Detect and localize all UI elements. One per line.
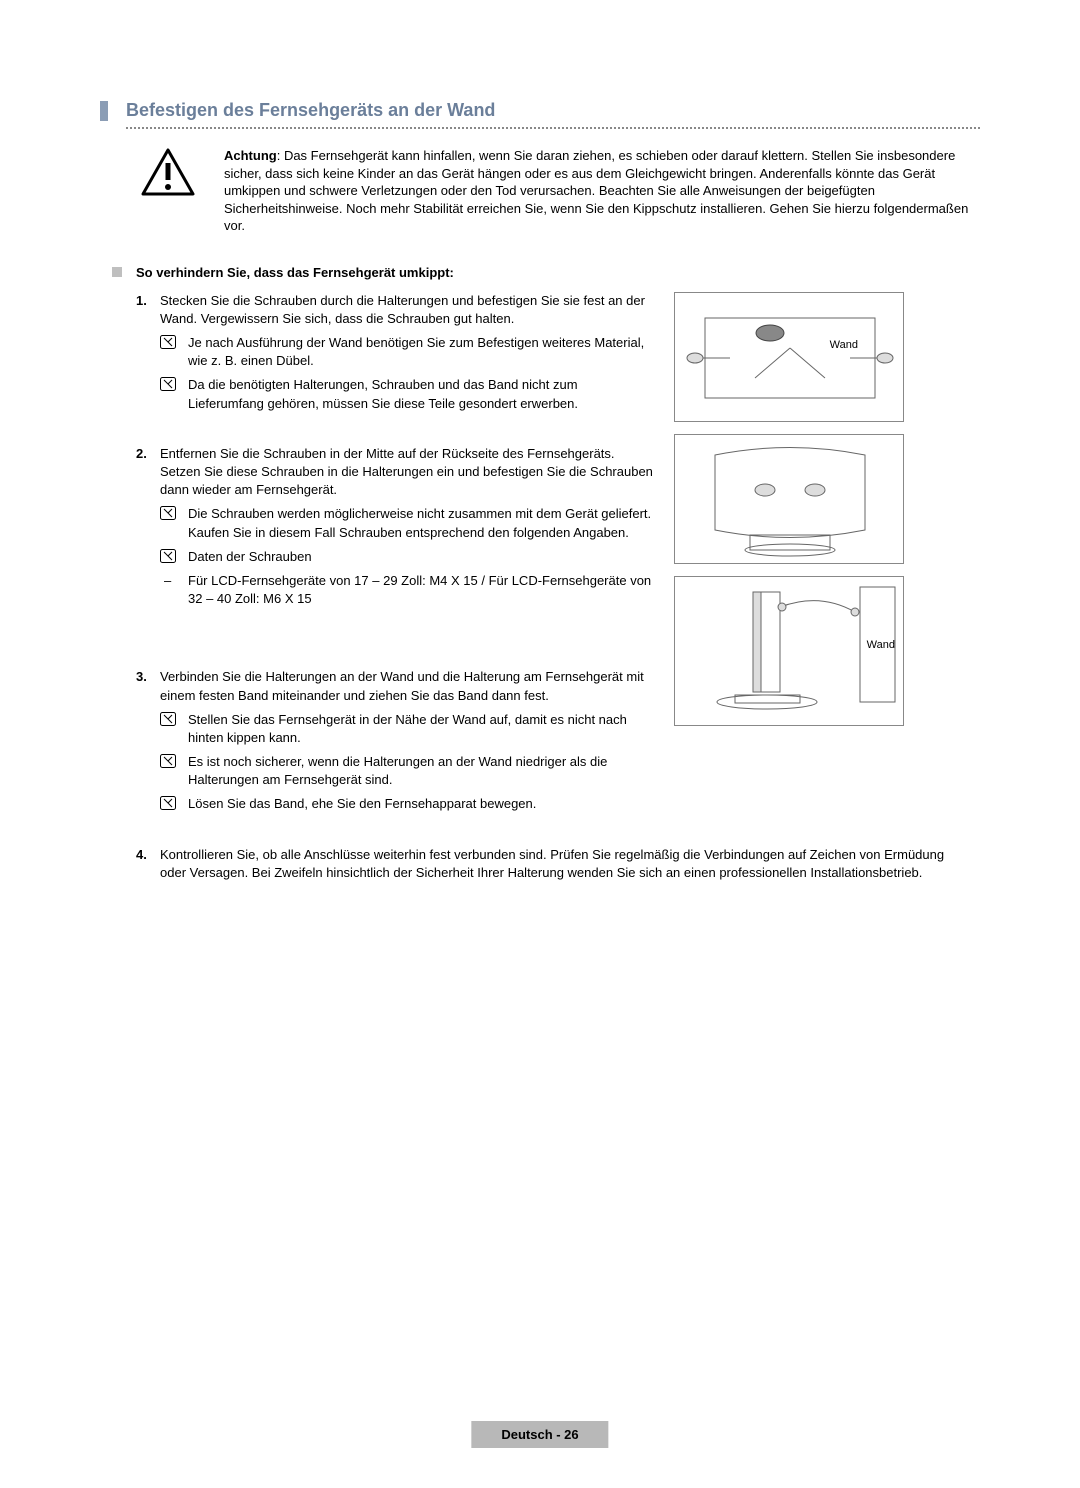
note-icon bbox=[160, 377, 176, 391]
divider bbox=[126, 127, 980, 129]
note-icon bbox=[160, 549, 176, 563]
step-3-text: Verbinden Sie die Halterungen an der Wan… bbox=[160, 669, 644, 702]
step-3-note-3: Lösen Sie das Band, ehe Sie den Fernseha… bbox=[160, 795, 656, 813]
step-2-note-2: Daten der Schrauben bbox=[160, 548, 656, 566]
figures-column: Wand Wand bbox=[674, 292, 904, 726]
step-1: Stecken Sie die Schrauben durch die Halt… bbox=[136, 292, 656, 413]
title-text: Befestigen des Fernsehgeräts an der Wand bbox=[126, 100, 495, 121]
content-row: Stecken Sie die Schrauben durch die Halt… bbox=[136, 292, 980, 846]
subheading: So verhindern Sie, dass das Fernsehgerät… bbox=[136, 265, 454, 280]
section-title: Befestigen des Fernsehgeräts an der Wand bbox=[100, 100, 980, 121]
step-1-note-1: Je nach Ausführung der Wand benötigen Si… bbox=[160, 334, 656, 370]
note-icon bbox=[160, 712, 176, 726]
step-1-text: Stecken Sie die Schrauben durch die Halt… bbox=[160, 293, 645, 326]
subheading-row: So verhindern Sie, dass das Fernsehgerät… bbox=[112, 265, 980, 280]
step-2-text: Entfernen Sie die Schrauben in der Mitte… bbox=[160, 446, 653, 497]
step-1-note-2: Da die benötigten Halterungen, Schrauben… bbox=[160, 376, 656, 412]
warning-icon bbox=[140, 147, 196, 197]
figure-3: Wand bbox=[674, 576, 904, 726]
warning-body: : Das Fernsehgerät kann hinfallen, wenn … bbox=[224, 148, 968, 233]
note-icon bbox=[160, 335, 176, 349]
step-2: Entfernen Sie die Schrauben in der Mitte… bbox=[136, 445, 656, 609]
step-3-note-1: Stellen Sie das Fernsehgerät in der Nähe… bbox=[160, 711, 656, 747]
title-bar bbox=[100, 101, 108, 121]
wand-label-1: Wand bbox=[830, 339, 858, 351]
step-2-note-1: Die Schrauben werden möglicherweise nich… bbox=[160, 505, 656, 541]
step-3-note-2: Es ist noch sicherer, wenn die Halterung… bbox=[160, 753, 656, 789]
warning-label: Achtung bbox=[224, 148, 277, 163]
bullet-square bbox=[112, 267, 122, 277]
warning-text: Achtung: Das Fernsehgerät kann hinfallen… bbox=[224, 147, 980, 235]
step-4: Kontrollieren Sie, ob alle Anschlüsse we… bbox=[136, 846, 956, 882]
figure-2 bbox=[674, 434, 904, 564]
warning-block: Achtung: Das Fernsehgerät kann hinfallen… bbox=[140, 147, 980, 235]
note-icon bbox=[160, 754, 176, 768]
page-footer: Deutsch - 26 bbox=[471, 1421, 608, 1448]
step-2-dash-1: Für LCD-Fernsehgeräte von 17 – 29 Zoll: … bbox=[160, 572, 656, 608]
figure-1: Wand bbox=[674, 292, 904, 422]
steps-column: Stecken Sie die Schrauben durch die Halt… bbox=[136, 292, 656, 846]
step-3: Verbinden Sie die Halterungen an der Wan… bbox=[136, 668, 656, 813]
wand-label-2: Wand bbox=[867, 639, 895, 651]
note-icon bbox=[160, 796, 176, 810]
note-icon bbox=[160, 506, 176, 520]
